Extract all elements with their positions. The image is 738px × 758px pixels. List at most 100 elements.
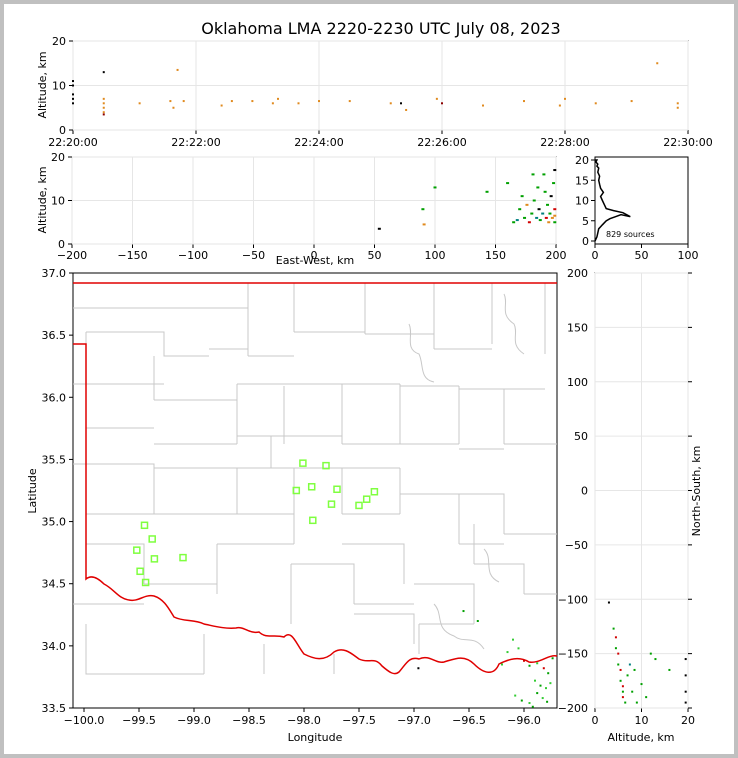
longitude-tick-label: −99.5 [122,714,156,727]
east-west-source [506,182,510,185]
north-south-source [614,647,617,650]
time-height-source [230,100,233,103]
time-height-source [482,104,484,107]
east-west-source [544,216,548,219]
time-height-source [102,97,105,100]
time-height-source [72,102,74,105]
east-west-source [515,219,519,222]
time-height-source [138,102,141,105]
north-south-tick-label: 10 [635,714,649,727]
time-height-source [318,100,320,103]
north-south-source [617,652,620,655]
time-height-source [102,113,105,116]
time-height-source [656,62,659,65]
east-west-tick-label: 50 [368,249,382,262]
altitude-tick-label: 0 [59,124,66,137]
plan-view-source [417,667,420,670]
east-west-source [377,227,381,230]
chart-marks: 22:20:00 22:22:00 22:24:00 22:26:00 22:28:00… [42,35,713,727]
east-west-source [549,195,553,198]
plan-view-source [549,682,552,685]
plan-view-source [462,610,465,613]
north-south-tick-label: 50 [574,430,588,443]
figure-frame: Oklahoma LMA 2220-2230 UTC July 08, 2023… [4,4,734,754]
time-height-source [676,106,679,109]
lma-station-marker [141,578,150,587]
plan-view-source [514,694,517,697]
time-tick-label: 22:22:00 [171,136,220,149]
histogram-tick-label: 15 [575,174,589,187]
time-height-source [172,106,175,109]
time-height-source [182,100,185,103]
plan-view-source [539,684,542,687]
north-south-tick-label: 0 [581,485,588,498]
time-height-source [169,100,172,103]
lma-station-marker [150,555,159,563]
time-height-source [435,97,438,100]
longitude-tick-label: −97.5 [342,714,376,727]
east-west-source [536,186,540,189]
plan-view-source [528,664,531,667]
north-south-source [621,685,624,688]
histogram-tick-label: 5 [582,215,589,228]
north-south-tick-label: −50 [565,539,588,552]
lma-station-marker [179,553,187,562]
time-height-source [102,106,105,109]
time-height-source [72,93,74,96]
plan-view-source [534,679,536,682]
east-west-tick-label: 100 [425,249,446,262]
lma-figure: Oklahoma LMA 2220-2230 UTC July 08, 2023… [26,19,713,744]
plan-view-source [542,667,545,670]
latitude-tick-label: 34.0 [42,640,67,653]
time-height-source [297,102,300,105]
plan-view-source [536,692,539,695]
north-south-source [631,690,634,693]
north-south-source [628,663,631,666]
longitude-tick-label: −97.0 [397,714,431,727]
lma-station-marker [333,485,341,494]
lma-station-marker [148,535,156,543]
lma-station-marker [355,501,363,510]
histogram-tick-label: 50 [635,249,649,262]
time-height-source [271,102,274,105]
histogram-tick-label: 0 [582,235,589,248]
altitude-tick-label: 20 [51,151,65,164]
east-west-source [543,190,547,193]
state-boundary [73,282,558,675]
east-west-tick-label: −150 [117,249,147,262]
east-west-tick-label: 200 [546,249,567,262]
plan-view-source [536,662,539,665]
north-south-source [621,696,624,699]
plan-view-source [520,699,523,702]
time-tick-label: 22:28:00 [540,136,589,149]
north-south-source [619,679,622,682]
histogram-annotation: 829 sources [606,230,655,239]
east-west-source [518,208,522,211]
east-west-source [433,186,437,189]
lma-station-marker [307,483,316,491]
plan-view-source [512,638,514,641]
time-height-source [72,84,74,87]
histogram-tick-label: 20 [575,154,589,167]
east-west-source [531,173,535,176]
east-west-source [537,208,541,211]
plan-view-source [501,663,503,666]
altitude-tick-label: 20 [52,35,66,48]
lma-station-marker [299,459,307,467]
east-west-source [485,190,489,193]
time-height-source [102,111,105,114]
latitude-tick-label: 37.0 [42,267,67,280]
latitude-tick-label: 34.5 [42,578,67,591]
time-tick-label: 22:24:00 [294,136,343,149]
time-tick-label: 22:20:00 [48,136,97,149]
east-west-tick-label: −200 [57,249,87,262]
north-south-source [619,668,622,671]
north-south-source [617,663,620,666]
plan-view-source [547,672,550,675]
figure-title: Oklahoma LMA 2220-2230 UTC July 08, 2023 [201,19,560,38]
time-height-source [72,80,74,83]
north-south-tick-label: −150 [558,648,588,661]
north-south-source [684,674,687,677]
lma-station-marker [140,521,149,530]
plan-view-source [545,687,547,690]
